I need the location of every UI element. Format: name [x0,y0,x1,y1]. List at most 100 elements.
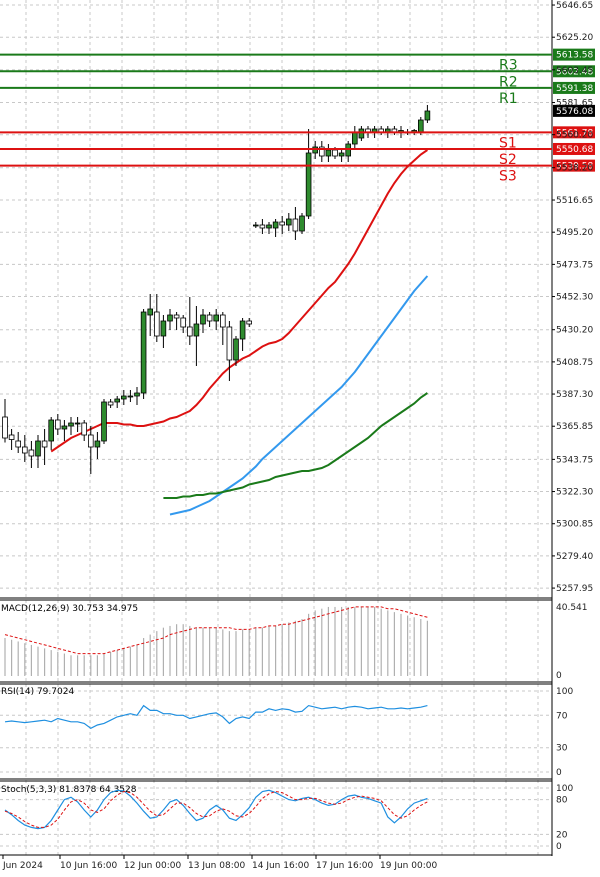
level-name-r2: R2 [499,74,518,90]
price-tick-label: 5257.95 [556,584,593,594]
candle-bearish [153,311,160,337]
rsi-level-label: 30 [556,744,568,754]
candle-bullish [74,422,81,425]
candle-bearish [219,314,226,328]
stoch-level-label: 80 [556,796,568,806]
price-tick-label: 5300.85 [556,520,593,530]
candle-bullish [424,110,431,121]
time-tick-label: 17 Jun 16:00 [316,861,373,871]
price-tick-label: 5365.85 [556,422,593,432]
rsi-panel: RSI(14) 79.7024 100 70 30 0 [1,687,573,778]
candle-bearish [279,221,285,226]
candle-bearish [8,434,15,440]
candle-bearish [332,149,338,157]
price-tick-label: 5560.20 [556,131,593,141]
time-tick-label: 13 Jun 08:00 [188,861,245,871]
macd-axis-top: 40.541 [556,603,588,613]
candle-bearish [88,434,94,448]
stoch-d-line [4,790,428,828]
macd-axis-zero: 0 [556,671,562,681]
rsi-level-label: 100 [556,687,573,697]
candle-bullish [61,425,68,430]
level-name-r1: R1 [499,91,518,107]
rsi-line [4,704,428,730]
stoch-level-label: 0 [556,842,562,852]
price-tick-label: 5581.65 [556,99,593,109]
candle-bearish [15,440,22,448]
candle-bearish [55,419,61,430]
candle-bullish [94,440,101,448]
time-tick-label: 12 Jun 00:00 [124,861,181,871]
price-tick-label: 5408.75 [556,358,593,368]
time-tick-label: 14 Jun 16:00 [252,861,309,871]
candle-bullish [305,152,312,217]
candle-bullish [358,128,365,139]
price-tick-label: 5516.65 [556,196,593,206]
level-price-box [553,65,595,78]
price-tick-label: 5322.30 [556,488,593,498]
candle-bullish [147,308,154,316]
level-name-r3: R3 [499,58,518,74]
candle-bullish [338,152,345,157]
current-price-label: 5576.08 [556,107,593,117]
candle-bullish [272,221,279,229]
price-tick-label: 5430.20 [556,326,593,336]
price-tick-label: 5452.30 [556,293,593,303]
price-tick-label: 5625.20 [556,33,593,43]
price-tick-label: 5279.40 [556,552,593,562]
level-price-box [553,159,595,172]
macd-panel: MACD(12,26,9) 30.753 34.975 40.541 0 [1,603,588,681]
price-tick-label: 5538.20 [556,164,593,174]
candle-bullish [114,398,121,403]
candle-bearish [41,440,48,448]
candle-bullish [312,146,318,154]
time-tick-label: Jun 2024 [2,861,43,871]
candle-bullish [200,314,206,325]
candle-bearish [259,224,266,229]
level-price-label: 5561.78 [556,128,593,138]
moving-average-line [163,392,428,499]
candle-bullish [101,401,107,442]
candle-bearish [292,218,299,232]
stoch-level-label: 20 [556,830,568,840]
stoch-label: Stoch(5,3,3) 81.8378 64.3528 [1,785,137,795]
time-tick-label: 19 Jun 00:00 [380,861,437,871]
time-tick-label: 10 Jun 16:00 [60,861,117,871]
level-price-box [553,126,595,139]
candles [2,105,431,474]
level-price-label: 5591.38 [556,84,593,94]
time-axis: Jun 2024 10 Jun 16:00 12 Jun 00:00 13 Jun 0… [2,855,437,871]
stoch-level-label: 100 [556,784,573,794]
level-name-s3: S3 [499,169,517,185]
rsi-level-label: 0 [556,768,562,778]
moving-average-line [50,149,428,453]
candle-bullish [213,314,220,322]
candle-bullish [160,320,167,337]
candle-bullish [325,149,332,157]
rsi-label: RSI(14) 79.7024 [1,687,74,697]
candle-bullish [351,131,358,145]
candle-bearish [81,422,88,436]
level-price-label: 5539.58 [556,162,593,172]
price-tick-label: 5343.75 [556,455,593,465]
macd-signal-line [4,606,428,655]
candle-bullish [121,395,127,400]
candle-bullish [140,311,147,394]
candle-bullish [266,224,272,229]
support-resistance-levels: R3 5613.58 R2 5602.48 R1 5591.38 S1 5561.78 S2 55… [0,48,595,185]
level-price-label: 5613.58 [556,51,593,61]
candle-bearish [226,326,233,361]
candle-bullish [127,395,134,398]
candle-bearish [206,314,213,322]
price-axis: 5646.65 5625.20 5603.45 5581.65 5560.20 5538.… [552,1,593,594]
candle-bearish [21,446,28,454]
candle-bearish [180,317,187,328]
candle-bearish [28,449,35,457]
candle-bearish [2,416,8,439]
candle-bullish [252,224,259,227]
macd-label: MACD(12,26,9) 30.753 34.975 [1,604,138,614]
candle-bullish [285,218,292,226]
candle-bearish [246,320,253,325]
candle-bullish [68,422,74,427]
